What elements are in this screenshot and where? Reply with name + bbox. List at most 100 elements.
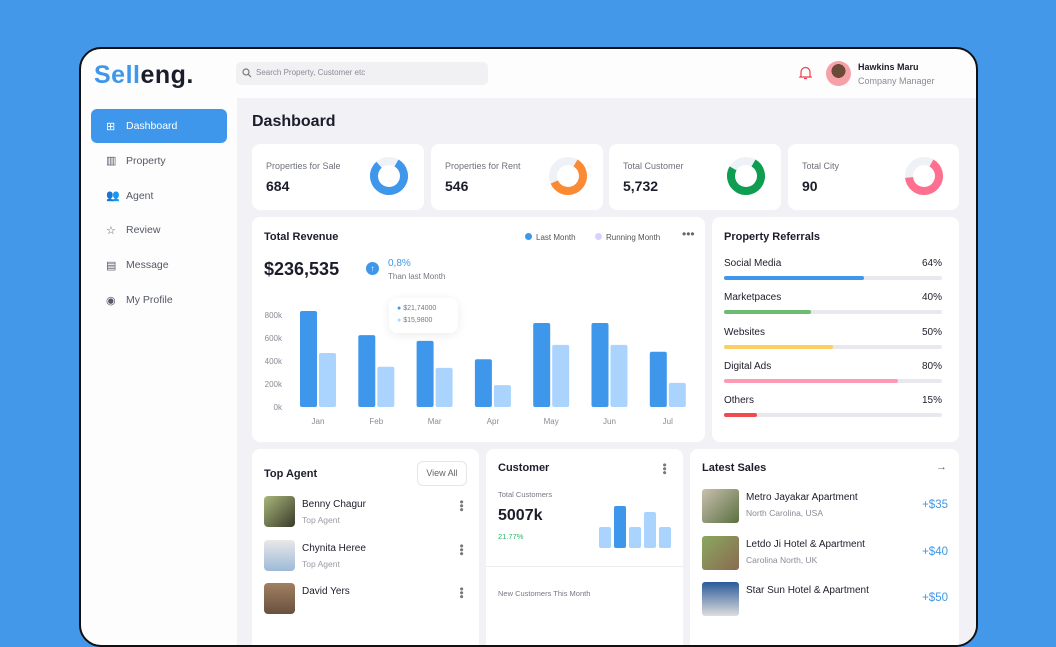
property-location: Carolina North, UK: [746, 554, 818, 565]
sidebar-item-label: Property: [126, 154, 166, 167]
referral-item: Marketpaces 40%: [724, 292, 942, 315]
arrow-right-icon[interactable]: →: [936, 461, 947, 473]
referral-label: Social Media: [724, 258, 782, 269]
stat-card[interactable]: Properties for Rent 546: [431, 144, 603, 210]
avatar[interactable]: [826, 61, 851, 86]
progress-bar: [724, 310, 942, 315]
agent-role: Top Agent: [302, 558, 340, 569]
bar-last-month[interactable]: [358, 335, 376, 407]
bar-running-month[interactable]: [493, 385, 511, 407]
sale-amount: +$35: [922, 499, 948, 511]
donut-chart: [727, 157, 765, 195]
referral-item: Digital Ads 80%: [724, 360, 942, 383]
bar-last-month[interactable]: [416, 340, 434, 407]
agent-name: Benny Chagur: [302, 499, 366, 510]
referrals-card: Property Referrals Social Media 64% Market…: [712, 217, 959, 442]
bar-running-month[interactable]: [377, 366, 395, 407]
user-name: Hawkins Maru: [858, 62, 919, 72]
referral-pct: 80%: [921, 360, 942, 372]
star-icon: ☆: [106, 224, 116, 237]
sidebar-item-agent[interactable]: 👥 Agent: [91, 179, 227, 213]
bar-last-month[interactable]: [649, 351, 667, 407]
revenue-title: Total Revenue: [264, 231, 339, 243]
bar-last-month[interactable]: [474, 359, 492, 407]
stat-card[interactable]: Total Customer 5,732: [609, 144, 781, 210]
bar-last-month[interactable]: [533, 323, 551, 407]
bar-running-month[interactable]: [552, 344, 570, 407]
stat-value: 5,732: [623, 178, 659, 194]
property-name: Letdo Ji Hotel & Apartment: [746, 538, 865, 550]
property-photo: [702, 535, 739, 570]
profile-icon: ◉: [106, 294, 116, 307]
sidebar-item-label: Review: [126, 224, 161, 237]
x-tick-label: Mar: [428, 417, 442, 426]
sale-amount: +$50: [922, 592, 948, 604]
referral-label: Digital Ads: [724, 360, 772, 372]
stat-label: Properties for Rent: [445, 161, 521, 171]
sidebar-item-my-profile[interactable]: ◉ My Profile: [91, 283, 227, 317]
progress-bar: [724, 276, 942, 280]
stat-value: 546: [445, 178, 469, 194]
view-all-button[interactable]: View All: [417, 461, 467, 486]
arrow-up-icon: ↑: [366, 262, 379, 275]
referral-label: Websites: [724, 326, 765, 338]
users-icon: 👥: [106, 190, 120, 203]
bar-running-month[interactable]: [319, 352, 336, 407]
bar-running-month[interactable]: [610, 344, 628, 407]
building-icon: ▥: [106, 155, 117, 168]
top-agent-title: Top Agent: [264, 468, 318, 480]
mini-bar: [629, 527, 641, 548]
more-vertical-icon[interactable]: •••: [658, 463, 670, 475]
bar-running-month[interactable]: [435, 367, 453, 407]
x-tick-label: May: [544, 417, 559, 426]
agent-role: Top Agent: [302, 515, 340, 525]
sidebar-item-review[interactable]: ☆ Review: [91, 213, 227, 247]
progress-bar: [724, 413, 942, 418]
user-role: Company Manager: [858, 76, 935, 86]
sidebar-item-label: My Profile: [126, 294, 173, 306]
x-tick-label: Jul: [663, 417, 673, 426]
y-tick-label: 200k: [265, 380, 283, 389]
agent-name: David Yers: [302, 586, 350, 597]
y-tick-label: 0k: [274, 403, 283, 412]
top-agent-card: Top Agent View All Benny Chagur Top Agent…: [252, 449, 479, 645]
more-vertical-icon[interactable]: •••: [455, 543, 467, 556]
revenue-change-note: Than last Month: [388, 272, 446, 281]
referral-label: Marketpaces: [724, 292, 782, 304]
donut-chart: [905, 157, 943, 195]
donut-chart: [370, 157, 408, 195]
sidebar-item-label: Dashboard: [126, 120, 178, 132]
x-tick-label: Apr: [487, 417, 500, 426]
stat-card[interactable]: Properties for Sale 684: [252, 144, 424, 210]
more-vertical-icon[interactable]: •••: [455, 587, 467, 599]
donut-chart: [549, 157, 587, 195]
sidebar-item-label: Agent: [126, 189, 154, 202]
legend-running-month: Running Month: [595, 233, 660, 242]
x-tick-label: Feb: [369, 417, 383, 426]
more-icon[interactable]: •••: [682, 227, 695, 241]
agent-photo: [264, 539, 295, 571]
mini-bar: [599, 527, 611, 548]
total-customers-label: Total Customers: [498, 490, 553, 499]
property-name: Star Sun Hotel & Apartment: [746, 585, 869, 596]
stat-label: Properties for Sale: [266, 161, 341, 171]
referral-item: Social Media 64%: [724, 258, 942, 280]
more-vertical-icon[interactable]: •••: [455, 500, 467, 512]
bar-last-month[interactable]: [591, 323, 609, 407]
search-input[interactable]: Search Property, Customer etc: [236, 62, 488, 85]
referral-item: Others 15%: [724, 395, 942, 418]
bar-last-month[interactable]: [300, 310, 317, 407]
agent-name: Chynita Heree: [302, 542, 366, 554]
y-tick-label: 800k: [265, 311, 283, 320]
sidebar-item-label: Message: [126, 259, 169, 272]
bar-running-month[interactable]: [668, 382, 686, 407]
bell-icon[interactable]: [799, 66, 812, 80]
main-content: Dashboard Properties for Sale 684 Properti…: [237, 98, 976, 645]
sidebar-item-dashboard[interactable]: ⊞ Dashboard: [91, 109, 227, 143]
stat-card[interactable]: Total City 90: [788, 144, 959, 210]
sidebar-item-message[interactable]: ▤ Message: [91, 248, 227, 282]
referrals-title: Property Referrals: [724, 231, 820, 243]
logo: Selleng.: [94, 61, 194, 89]
legend-last-month: Last Month: [525, 233, 576, 242]
sidebar-item-property[interactable]: ▥ Property: [91, 144, 227, 178]
